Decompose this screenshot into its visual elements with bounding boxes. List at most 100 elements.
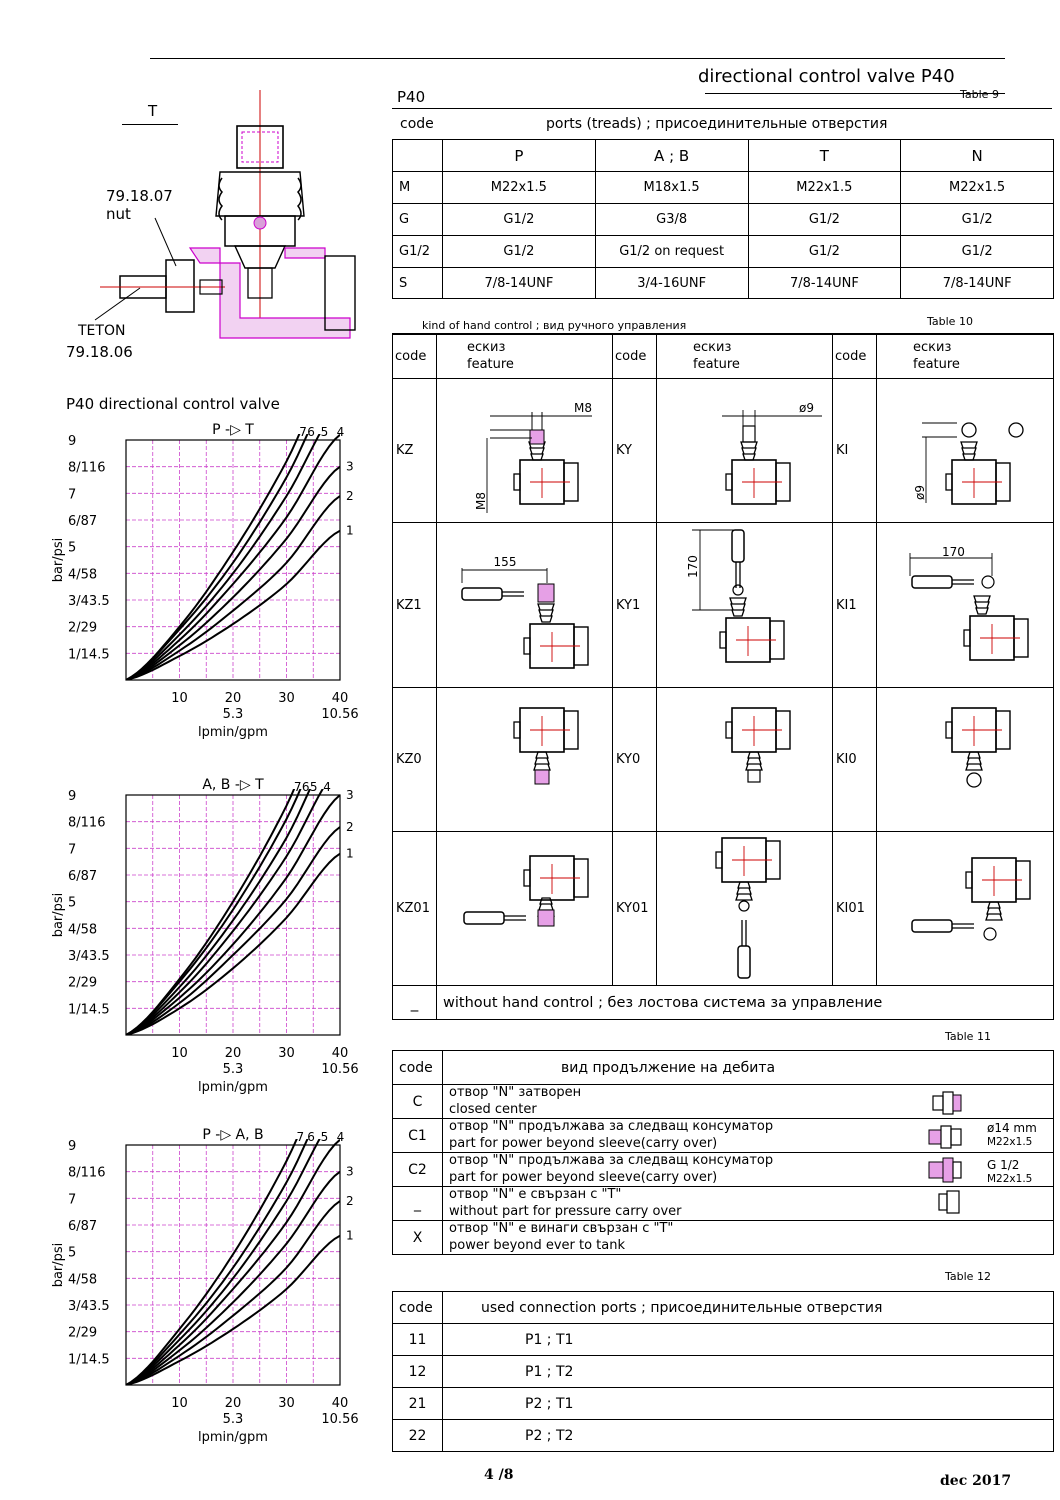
y-tick-label: 2/29 bbox=[68, 976, 97, 991]
sketch-kz1: 155 bbox=[461, 555, 589, 669]
series-label: 5 bbox=[321, 425, 329, 439]
plot-frame bbox=[125, 794, 341, 1036]
desc-ru: отвор "N" затворен bbox=[449, 1085, 582, 1101]
y-tick-label: 9 bbox=[68, 789, 76, 804]
table11-label: Table 11 bbox=[945, 1030, 991, 1043]
model-rule bbox=[392, 108, 1052, 109]
no-hand-control-text: without hand control ; без лостова систе… bbox=[436, 985, 1054, 1020]
table-row: code ескиз feature code ескиз feature code… bbox=[392, 334, 1054, 379]
y-tick-label: 1/14.5 bbox=[68, 647, 110, 662]
table-cell: 3/4-16UNF bbox=[594, 267, 749, 299]
row-code: 21 bbox=[392, 1387, 443, 1420]
x-axis-label: lpmin/gpm bbox=[198, 1430, 268, 1445]
table-cell: 7/8-14UNF bbox=[900, 267, 1054, 299]
hand-control-table: code ескиз feature code ескиз feature code… bbox=[392, 334, 1054, 1020]
valve-label-underline bbox=[122, 124, 178, 125]
sketch-ky1: 170 bbox=[686, 529, 785, 663]
table12-title: used connection ports ; присоединительны… bbox=[442, 1291, 1054, 1324]
hand-control-sketches: M8 M8 ø9 ø9 155 bbox=[461, 401, 1031, 979]
y-tick-label: 5 bbox=[68, 541, 76, 556]
x-sub-tick-label: 5.3 bbox=[223, 1412, 244, 1427]
series-label: 5 bbox=[321, 1130, 329, 1144]
sketch-ky01 bbox=[715, 837, 781, 979]
y-tick-label: 3/43.5 bbox=[68, 949, 110, 964]
sketch-kz01 bbox=[463, 855, 589, 927]
c2-note-2: M22x1.5 bbox=[987, 1173, 1033, 1185]
series-line-3 bbox=[126, 465, 340, 680]
y-tick-label: 9 bbox=[68, 1139, 76, 1154]
series-line-2 bbox=[126, 826, 340, 1035]
sketch-cell bbox=[656, 378, 833, 523]
series-label: 7 bbox=[294, 780, 302, 794]
x-tick-label: 20 bbox=[225, 1396, 242, 1411]
dim-155: 155 bbox=[494, 555, 517, 569]
table-cell: G1/2 bbox=[900, 203, 1054, 236]
flow-continuation-table: code вид продължение на дебита C отвор "… bbox=[392, 1050, 1054, 1255]
y-tick-label: 8/116 bbox=[68, 816, 105, 831]
valve-label-t: T bbox=[148, 102, 158, 120]
y-tick-label: 8/116 bbox=[68, 1166, 105, 1181]
series-label: 2 bbox=[346, 820, 354, 834]
series-line-2 bbox=[126, 495, 340, 680]
series-line-3 bbox=[126, 794, 340, 1035]
desc-en: closed center bbox=[449, 1101, 537, 1117]
table-cell: P1 ; T2 bbox=[442, 1355, 1054, 1388]
y-tick-label: 5 bbox=[68, 1246, 76, 1261]
table10-caption: kind of hand control ; вид ручного управ… bbox=[422, 319, 687, 332]
y-tick-label: 1/14.5 bbox=[68, 1352, 110, 1367]
desc-en: part for power beyond sleeve(carry over) bbox=[449, 1135, 718, 1151]
plot-frame bbox=[125, 439, 341, 681]
table-row: 21 P2 ; T1 bbox=[392, 1387, 1054, 1420]
series-label: 4 bbox=[337, 1130, 345, 1144]
series-label: 3 bbox=[346, 788, 354, 802]
desc-en: without part for pressure carry over bbox=[449, 1203, 682, 1219]
row-code: KI bbox=[832, 378, 877, 523]
top-rule bbox=[150, 58, 1005, 59]
table-row: G G1/2 G3/8 G1/2 G1/2 bbox=[392, 203, 1054, 236]
table-header: ескиз feature bbox=[876, 334, 1054, 379]
series-label: 3 bbox=[346, 1165, 354, 1179]
x-sub-tick-label: 5.3 bbox=[223, 707, 244, 722]
row-code: M bbox=[392, 171, 443, 204]
table-row: 22 P2 ; T2 bbox=[392, 1419, 1054, 1452]
teton-code: 79.18.06 bbox=[66, 343, 133, 361]
table11-title: вид продължение на дебита bbox=[442, 1050, 1054, 1085]
table-row: G1/2 G1/2 G1/2 on request G1/2 G1/2 bbox=[392, 235, 1054, 268]
series-line-7 bbox=[126, 789, 296, 1035]
sketch-cell bbox=[656, 831, 833, 986]
y-tick-label: 4/58 bbox=[68, 922, 97, 937]
series-line-5 bbox=[126, 789, 312, 1035]
table-row: 12 P1 ; T2 bbox=[392, 1355, 1054, 1388]
dim-170-vertical: 170 bbox=[686, 555, 700, 578]
sketch-ki: ø9 bbox=[913, 422, 1024, 505]
row-code: KY bbox=[612, 378, 657, 523]
sketch-cell bbox=[876, 378, 1054, 523]
y-tick-label: 2/29 bbox=[68, 621, 97, 636]
series-label: 2 bbox=[346, 1194, 354, 1208]
chart-title: P -▷ A, B bbox=[202, 1127, 263, 1143]
series-line-3 bbox=[126, 1170, 340, 1385]
series-label: 7 bbox=[297, 1130, 305, 1144]
x-tick-label: 20 bbox=[225, 691, 242, 706]
table-row: P A ; B T N bbox=[392, 139, 1054, 172]
row-code: G1/2 bbox=[392, 235, 443, 268]
fitting-closed-center-icon bbox=[932, 1091, 962, 1115]
series-line-7 bbox=[126, 1139, 298, 1385]
dim-phi9-top: ø9 bbox=[799, 401, 814, 415]
x-sub-tick-label: 10.56 bbox=[321, 707, 358, 722]
x-sub-tick-label: 5.3 bbox=[223, 1062, 244, 1077]
feature-en: feature bbox=[693, 356, 740, 372]
code-header: code bbox=[395, 349, 427, 364]
y-tick-label: 9 bbox=[68, 434, 76, 449]
x-tick-label: 30 bbox=[278, 1046, 295, 1061]
feature-ru: ескиз bbox=[467, 340, 506, 356]
series-line-1 bbox=[126, 1234, 340, 1385]
row-code: 22 bbox=[392, 1419, 443, 1452]
series-line-4 bbox=[126, 789, 324, 1035]
y-tick-label: 5 bbox=[68, 896, 76, 911]
series-label: 3 bbox=[346, 460, 354, 474]
row-code: C bbox=[392, 1084, 443, 1119]
sketch-ki01 bbox=[911, 857, 1031, 941]
series-label: 6 bbox=[307, 1130, 315, 1144]
series-line-1 bbox=[126, 529, 340, 680]
